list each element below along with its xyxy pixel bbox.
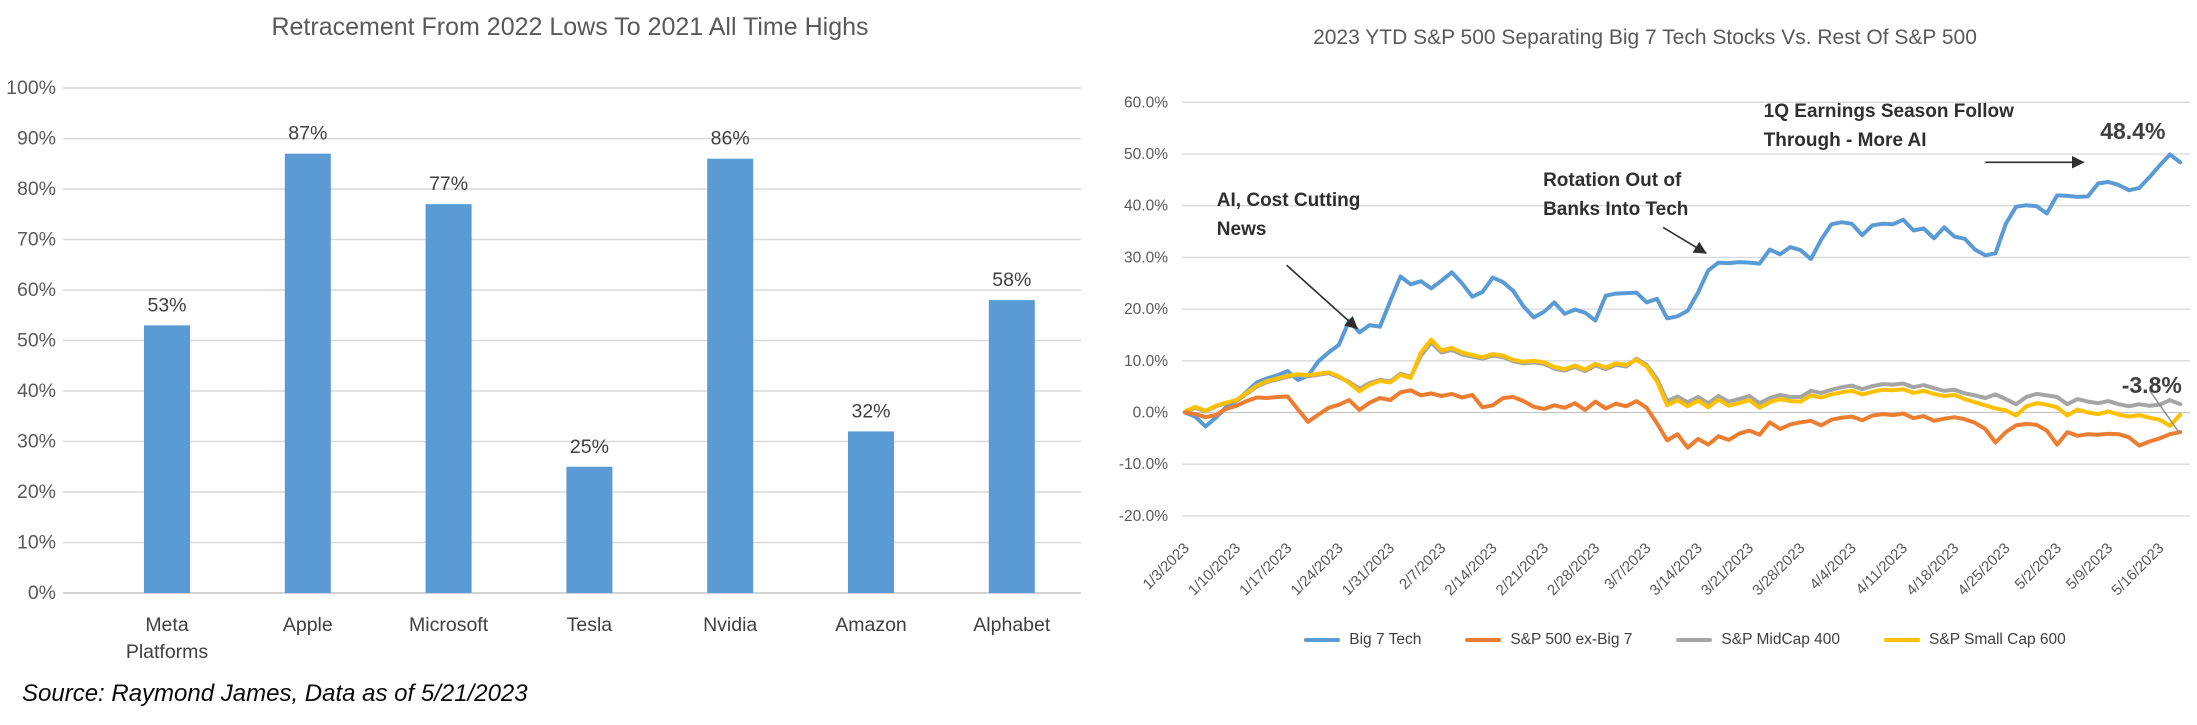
bar-meta-platforms xyxy=(144,325,190,593)
bar-value-label: 25% xyxy=(570,436,609,458)
y-tick-label: 50% xyxy=(17,330,56,352)
bar-value-label: 77% xyxy=(429,173,468,195)
y-tick-label: 100% xyxy=(6,77,56,99)
x-tick-label: 3/7/2023 xyxy=(1601,540,1654,593)
x-tick-label: 5/2/2023 xyxy=(2012,540,2065,593)
x-tick-label: 5/16/2023 xyxy=(2108,540,2167,599)
y-tick-label: 40.0% xyxy=(1124,198,1168,215)
x-category-label-microsoft: Microsoft xyxy=(409,614,489,636)
series-line-s-p-small-cap-600 xyxy=(1183,337,2183,428)
legend-label: S&P Small Cap 600 xyxy=(1929,631,2066,648)
x-tick-label: 4/11/2023 xyxy=(1853,540,1911,598)
bar-nvidia xyxy=(707,158,754,593)
x-tick-label: 4/4/2023 xyxy=(1806,540,1859,593)
bar-microsoft xyxy=(425,204,472,593)
annotation-line: AI, Cost Cutting xyxy=(1216,190,1361,212)
bar-apple xyxy=(284,153,331,593)
legend-label: Big 7 Tech xyxy=(1349,631,1422,648)
series-line-s-p-500-ex-big-7 xyxy=(1183,388,2183,450)
legend-label: S&P 500 ex-Big 7 xyxy=(1510,631,1633,648)
y-tick-label: 0.0% xyxy=(1133,405,1169,422)
x-tick-label: 1/3/2023 xyxy=(1140,540,1193,593)
annotation-line: News xyxy=(1216,219,1267,241)
annotation-line: 1Q Earnings Season Follow xyxy=(1763,101,2014,123)
annotation-line: Through - More AI xyxy=(1763,130,1927,152)
legend-swatch-s-p-midcap-400 xyxy=(1676,638,1713,642)
x-category-label-apple: Apple xyxy=(283,614,333,636)
x-tick-label: 3/21/2023 xyxy=(1698,540,1757,599)
y-tick-label: -10.0% xyxy=(1119,456,1168,473)
x-tick-label: 1/17/2023 xyxy=(1236,540,1295,599)
annotation-arrow-ai xyxy=(1286,264,1358,330)
y-tick-label: 60% xyxy=(17,279,56,301)
x-tick-label: 1/10/2023 xyxy=(1185,540,1244,599)
annotation-line: Rotation Out of xyxy=(1543,170,1682,192)
annotation-1q-earnings-follow-through: 1Q Earnings Season Follow Through - More… xyxy=(1764,97,2014,155)
y-tick-label: 70% xyxy=(17,229,56,251)
x-tick-label: 2/14/2023 xyxy=(1441,540,1500,599)
annotation-arrow-rotation xyxy=(1662,226,1707,254)
y-tick-label: 80% xyxy=(17,178,56,200)
x-tick-label: 4/25/2023 xyxy=(1954,540,2013,599)
y-tick-label: 20% xyxy=(17,481,56,503)
y-tick-label: 20.0% xyxy=(1124,301,1168,318)
y-tick-label: -20.0% xyxy=(1119,508,1168,525)
legend-label: S&P MidCap 400 xyxy=(1721,631,1841,648)
bar-value-label: 86% xyxy=(711,128,750,150)
x-tick-label: 3/14/2023 xyxy=(1647,540,1706,599)
x-tick-label: 1/31/2023 xyxy=(1339,540,1398,599)
legend-item-s-p-midcap-400: S&P MidCap 400 xyxy=(1676,631,1840,649)
x-category-label-nvidia: Nvidia xyxy=(703,614,757,636)
x-tick-label: 2/7/2023 xyxy=(1396,540,1449,593)
x-category-label-meta-platforms: Meta Platforms xyxy=(126,614,209,663)
annotation-rotation-out-of-banks: Rotation Out of Banks Into Tech xyxy=(1543,166,1688,224)
legend-swatch-big-7-tech xyxy=(1304,638,1341,642)
x-tick-label: 3/28/2023 xyxy=(1749,540,1808,599)
bar-tesla xyxy=(566,466,613,593)
bar-value-label: 58% xyxy=(992,269,1031,291)
y-tick-label: 30.0% xyxy=(1124,249,1168,266)
y-tick-label: 40% xyxy=(17,380,56,402)
legend-item-big-7-tech: Big 7 Tech xyxy=(1304,631,1421,649)
x-tick-label: 2/21/2023 xyxy=(1493,540,1552,599)
x-tick-label: 2/28/2023 xyxy=(1544,540,1603,599)
annotation-line: Banks Into Tech xyxy=(1543,199,1689,221)
source-note: Source: Raymond James, Data as of 5/21/2… xyxy=(22,680,528,707)
bar-amazon xyxy=(848,431,894,593)
label-ex-big7-final-value: -3.8% xyxy=(2121,372,2182,399)
annotation-leader-end-low xyxy=(2148,389,2180,434)
annotation-ai-cost-cutting-news: AI, Cost Cutting News xyxy=(1217,186,1361,244)
label-big7-final-value: 48.4% xyxy=(2100,117,2166,144)
x-category-label-amazon: Amazon xyxy=(835,614,907,636)
bar-value-label: 87% xyxy=(288,123,327,145)
y-tick-label: 10.0% xyxy=(1124,353,1168,370)
legend-swatch-s-p-small-cap-600 xyxy=(1884,638,1921,642)
legend: Big 7 Tech S&P 500 ex-Big 7 S&P MidCap 400… xyxy=(1185,631,2185,649)
y-tick-label: 50.0% xyxy=(1124,146,1168,163)
y-tick-label: 0% xyxy=(28,582,56,604)
y-tick-label: 10% xyxy=(17,532,56,554)
x-tick-label: 5/9/2023 xyxy=(2063,540,2116,593)
legend-item-s-p-500-ex-big-7: S&P 500 ex-Big 7 xyxy=(1465,631,1632,649)
y-tick-label: 60.0% xyxy=(1124,94,1168,111)
line-chart-title: 2023 YTD S&P 500 Separating Big 7 Tech S… xyxy=(1313,26,1977,49)
bar-value-label: 32% xyxy=(851,400,890,422)
x-tick-label: 1/24/2023 xyxy=(1288,540,1347,599)
x-category-label-tesla: Tesla xyxy=(567,614,613,636)
bar-value-label: 53% xyxy=(147,294,186,316)
legend-swatch-s-p-500-ex-big-7 xyxy=(1465,638,1502,642)
bar-alphabet xyxy=(988,300,1035,593)
y-tick-label: 30% xyxy=(17,431,56,453)
y-tick-label: 90% xyxy=(17,128,56,150)
x-tick-label: 4/18/2023 xyxy=(1903,540,1962,599)
legend-item-s-p-small-cap-600: S&P Small Cap 600 xyxy=(1884,631,2066,649)
bar-chart-title: Retracement From 2022 Lows To 2021 All T… xyxy=(271,13,869,41)
x-category-label-alphabet: Alphabet xyxy=(973,614,1051,636)
